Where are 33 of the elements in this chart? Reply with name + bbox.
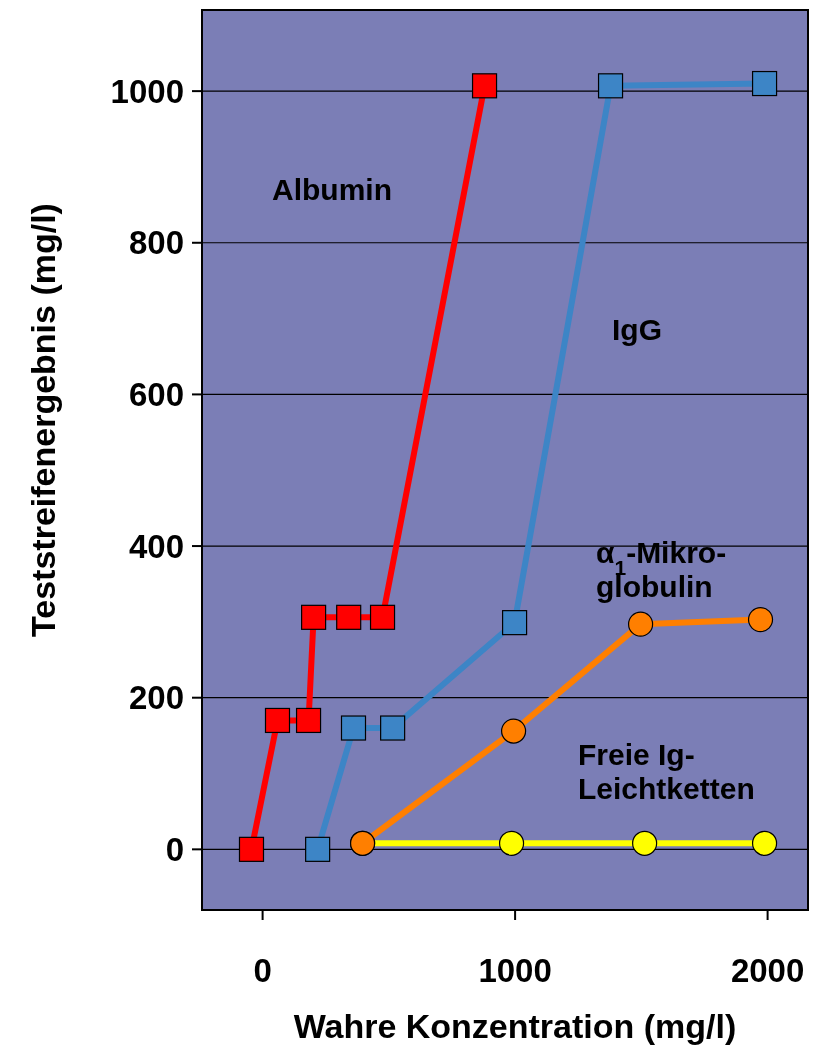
y-tick-label: 1000 [110,72,184,110]
point [264,707,291,734]
y-tick-label: 200 [128,679,184,717]
point [305,836,331,862]
point [471,73,498,99]
y-tick-label: 800 [128,224,184,262]
point [498,830,525,856]
x-tick-label: 1000 [478,952,552,989]
point [751,830,778,856]
text: Albumin [272,173,392,206]
x-axis-title: Wahre Konzentration (mg/l) [293,1007,737,1045]
point [380,715,406,741]
point [238,836,265,862]
x-tick-label: 2000 [730,952,805,989]
point [369,604,396,630]
series-label: Freie Ig-Leichtketten [578,738,755,805]
point [340,715,367,741]
y-tick-label: 400 [128,527,184,565]
point [751,70,778,97]
y-axis-title: Teststreifenergebnis (mg/l) [24,203,62,637]
x-tick-label: 0 [253,952,272,989]
point [295,707,322,734]
series-label: IgG [612,313,662,346]
y-tick-label: 0 [165,830,184,868]
point [500,718,527,744]
point [747,607,774,633]
y-tick-label: 600 [128,375,184,413]
point [502,610,528,636]
point [301,604,327,630]
point [632,830,658,856]
point [627,611,654,637]
point [597,73,624,99]
point [336,604,362,630]
